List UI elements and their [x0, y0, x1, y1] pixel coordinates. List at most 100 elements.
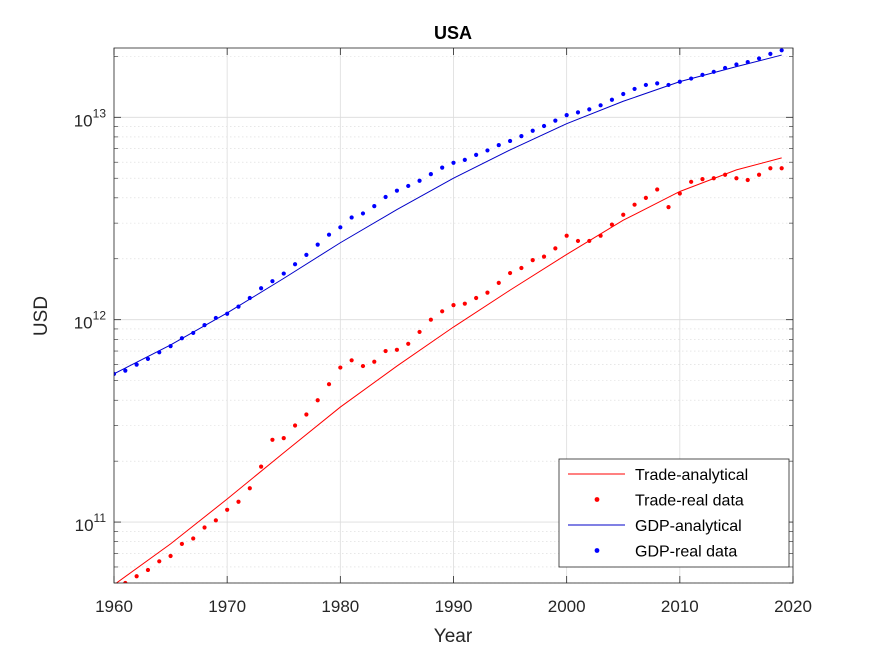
gdp-real-data-point [157, 350, 162, 355]
trade-real-data-point [666, 205, 671, 210]
trade-real-data-point [168, 553, 173, 559]
trade-real-data-point [259, 464, 264, 469]
y-tick-label: 1013 [74, 106, 107, 130]
trade-real-data-point [541, 254, 547, 259]
trade-real-data-point [598, 233, 603, 238]
trade-real-data-point [225, 507, 230, 512]
gdp-real-data-point [711, 69, 716, 74]
gdp-real-data-point [213, 315, 218, 321]
trade-real-data-point [621, 212, 626, 217]
gdp-real-data-point [417, 178, 422, 183]
trade-real-data-point [756, 172, 762, 177]
gdp-real-data-point [541, 123, 547, 129]
x-tick-label: 2000 [548, 597, 586, 616]
trade-real-data-point [247, 486, 252, 491]
gdp-real-data-point [474, 152, 479, 157]
gdp-real-data-point [496, 142, 501, 148]
gdp-real-data-point [383, 194, 388, 200]
gdp-real-data-point [655, 81, 660, 86]
trade-real-data-point [768, 166, 773, 171]
trade-real-data-point [417, 329, 422, 335]
gdp-real-data-point [259, 286, 264, 291]
legend-label-trade-analytical: Trade-analytical [635, 467, 748, 484]
gdp-real-data-point [270, 279, 275, 284]
trade-real-data-point [123, 580, 128, 583]
gdp-real-data-point [338, 225, 343, 230]
gdp-real-data-point [123, 368, 128, 373]
x-tick-label: 1970 [208, 597, 246, 616]
gdp-real-data-point [564, 113, 569, 118]
trade-real-data-point [507, 270, 513, 276]
trade-real-data-point [632, 202, 637, 207]
gdp-real-data-point [168, 344, 173, 349]
trade-real-data-point [202, 525, 207, 530]
trade-real-data-point [553, 246, 558, 251]
trade-real-data-point [745, 177, 750, 183]
gdp-real-data-point [372, 204, 377, 209]
gdp-real-data-point [779, 48, 784, 53]
trade-real-data-point [496, 280, 501, 285]
ticks: 1960 1970 1980 1990 2000 2010 2020 1011 1012 1013 [74, 48, 812, 616]
gdp-real-data-point [677, 79, 682, 84]
gdp-real-data-point [632, 86, 637, 92]
gdp-real-data-point [428, 172, 433, 177]
gdp-real-data-point [756, 56, 762, 61]
trade-real-data-point [609, 222, 615, 227]
legend: Trade-analytical Trade-real data GDP-analy… [558, 458, 790, 568]
gdp-real-data-point [723, 65, 728, 71]
trade-real-data-point [643, 195, 648, 200]
trade-real-data-point [700, 177, 705, 182]
gdp-real-data-point [507, 138, 513, 144]
gdp-real-data-point [315, 242, 320, 247]
x-tick-label: 1980 [321, 597, 359, 616]
gdp-real-data-point [394, 188, 400, 193]
gdp-real-data-point [462, 157, 467, 162]
trade-real-data-point [779, 166, 784, 171]
trade-real-data-point [349, 358, 354, 363]
trade-real-data-point [428, 317, 433, 322]
gdp-real-data-point [349, 215, 354, 220]
trade-real-data-point [474, 295, 479, 301]
gdp-real-data-point [236, 304, 241, 309]
trade-real-data-point [587, 238, 592, 244]
gdp-real-data-point [530, 128, 535, 133]
trade-real-data-point [338, 365, 343, 370]
gdp-real-data-point [406, 183, 411, 189]
trade-real-data-point [383, 348, 388, 354]
legend-label-gdp-analytical: GDP-analytical [635, 518, 742, 535]
trade-real-data-point [179, 541, 184, 547]
trade-real-data-point [462, 301, 467, 306]
trade-real-data-point [292, 423, 298, 428]
trade-real-data-point [677, 191, 682, 196]
legend-swatch-gdp-real-data [594, 548, 600, 553]
trade-real-data-point [360, 363, 366, 369]
legend-label-gdp-real-data: GDP-real data [635, 544, 737, 561]
trade-real-data-point [711, 176, 716, 181]
gdp-real-data-point [440, 165, 445, 170]
trade-real-data-point [270, 437, 275, 442]
gdp-real-data-point [587, 107, 592, 112]
legend-label-trade-real-data: Trade-real data [635, 493, 744, 510]
trade-real-data-point [281, 435, 286, 441]
trade-real-data-point [191, 536, 196, 541]
trade-real-data-point [485, 290, 490, 295]
series-layer [114, 48, 784, 583]
gdp-real-data-point [745, 59, 750, 65]
gdp-real-data-point [553, 118, 558, 123]
trade-real-data-point [157, 559, 162, 564]
gdp-real-data-point [485, 148, 490, 153]
x-tick-label: 2020 [774, 597, 812, 616]
gdp-real-data-point [134, 362, 139, 367]
gdp-real-data-point [666, 82, 671, 88]
trade-real-data-point [315, 398, 320, 403]
trade-real-data-point [655, 187, 660, 192]
gdp-real-data-point [575, 110, 581, 115]
y-tick-label: 1011 [75, 511, 107, 535]
trade-real-data-point [451, 303, 456, 308]
trade-real-data-point [519, 265, 524, 271]
trade-real-data-point [723, 172, 728, 177]
y-tick-label: 1012 [74, 309, 107, 333]
legend-swatch-trade-real-data [594, 497, 600, 502]
trade-real-data-point [440, 309, 445, 314]
